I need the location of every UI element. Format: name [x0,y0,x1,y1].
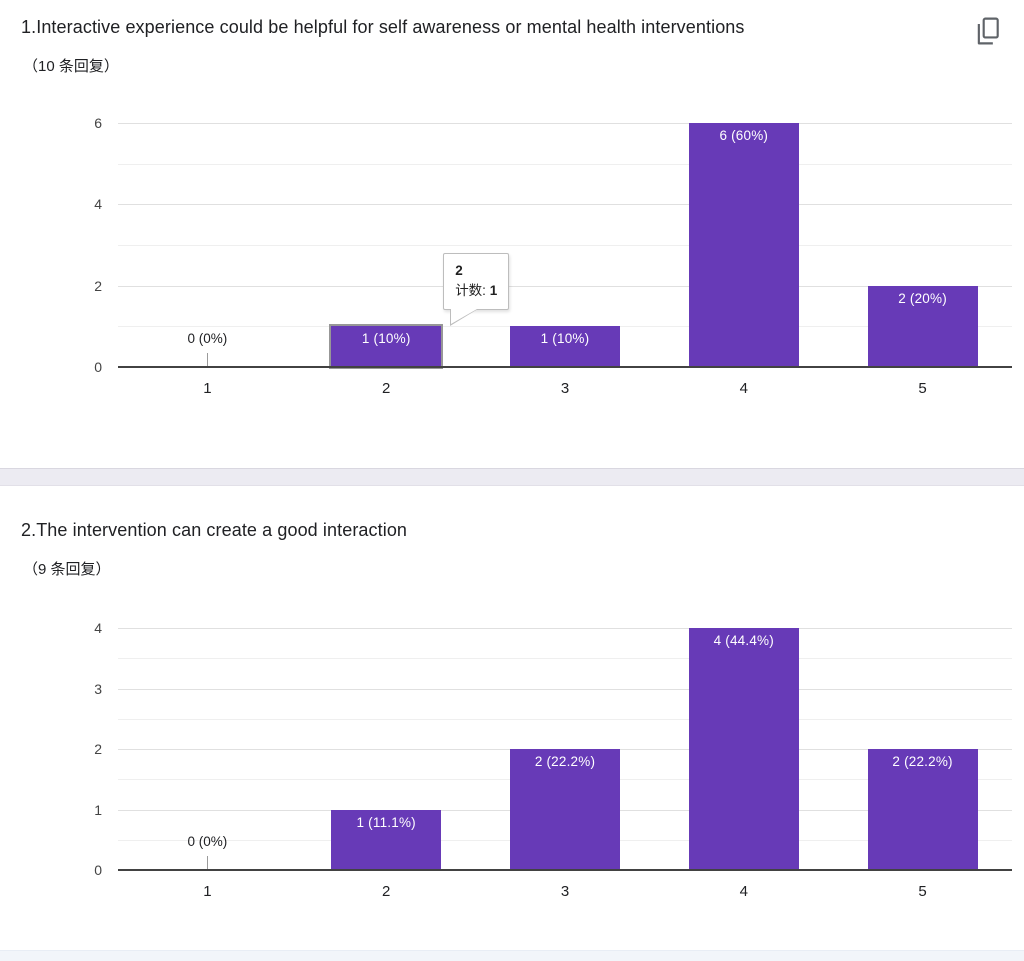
x-tick-label: 4 [739,883,748,900]
x-tick-label: 2 [382,883,391,900]
question-card-2: 2.The intervention can create a good int… [0,486,1024,950]
question-title: 2.The intervention can create a good int… [21,520,408,540]
major-gridline [118,204,1012,206]
zero-tick-stem [207,856,209,870]
zero-value-label: 0 (0%) [187,331,228,346]
bar-value-label: 2 (22.2%) [892,754,953,769]
bar-column-4: 4 (44.4%) [654,628,833,870]
copy-chart-button[interactable] [970,12,1006,50]
bar-category-3[interactable]: 2 (22.2%) [509,749,620,870]
bar-column-2: 1 (10%) 2 计数: 1 [297,123,510,367]
x-axis-baseline [118,366,1012,368]
zero-value-label: 0 (0%) [187,834,228,849]
plot-area: 0 (0%) 1 (11.1%) 2 (22.2%) 4 (44.4%) 2 (22.2… [118,628,1012,871]
y-tick-label: 1 [94,801,102,818]
zero-tick-stem [207,353,209,367]
bar-category-2[interactable]: 1 (10%) [331,326,442,367]
y-tick-label: 2 [94,741,102,757]
plot-area: 0 (0%) 1 (10%) 2 计数: 1 1 (10%) 6 (60%) 2 (20%) [118,123,1012,368]
bar-columns: 0 (0%) 1 (11.1%) 2 (22.2%) 4 (44.4%) 2 (22.2… [118,628,1012,870]
bar-value-label: 6 (60%) [719,128,769,143]
y-tick-label: 4 [94,196,102,213]
x-axis-labels: 1 2 3 4 5 [118,379,1012,399]
bar-chart-1: 0 (0%) 1 (10%) 2 计数: 1 1 (10%) 6 (60%) 2 (20%)… [0,0,1024,468]
bar-column-5: 2 (22.2%) [833,628,1012,870]
bar-column-5: 2 (20%) [833,123,1012,367]
x-axis-baseline [118,869,1012,871]
copy-icon [977,17,999,45]
bar-column-1: 0 (0%) [118,123,297,367]
x-tick-label: 4 [739,380,748,397]
question-title: 1.Interactive experience could be helpfu… [21,17,745,37]
tooltip-category: 2 [455,263,463,279]
y-tick-label: 3 [94,680,102,697]
bar-value-label: 1 (11.1%) [356,814,416,830]
x-tick-label: 1 [203,380,212,397]
bar-columns: 0 (0%) 1 (10%) 2 计数: 1 1 (10%) 6 (60%) 2 (20%) [118,123,1012,367]
x-tick-label: 5 [918,380,927,397]
tooltip-count: 计数: 1 [455,283,498,299]
bar-value-label: 2 (22.2%) [534,754,596,769]
bar-value-label: 1 (10%) [361,331,411,347]
bar-column-1: 0 (0%) [118,628,297,870]
y-tick-label: 0 [94,359,102,375]
x-tick-label: 3 [560,380,570,397]
major-gridline [118,285,1012,287]
bar-chart-2: 0 (0%) 1 (11.1%) 2 (22.2%) 4 (44.4%) 2 (22.2… [0,486,1024,950]
bar-value-label: 1 (10%) [540,331,590,347]
tooltip-count-value: 1 [489,283,498,299]
bar-category-5[interactable]: 2 (20%) [867,285,978,367]
chart-tooltip: 2 计数: 1 [443,253,510,327]
y-tick-label: 4 [94,620,102,636]
bar-column-3: 1 (10%) [476,123,655,367]
response-count: （10 条回复） [23,58,119,75]
bar-category-3[interactable]: 1 (10%) [509,326,620,367]
minor-gridline [118,163,1012,165]
bar-category-5[interactable]: 2 (22.2%) [867,749,978,870]
minor-gridline [118,658,1012,660]
major-gridline [118,123,1012,124]
major-gridline [118,688,1012,690]
bar-value-label: 2 (20%) [898,290,947,306]
minor-gridline [118,718,1012,720]
bar-category-4[interactable]: 4 (44.4%) [688,628,799,870]
y-tick-label: 6 [94,115,102,131]
question-card-1: 1.Interactive experience could be helpfu… [0,0,1024,468]
x-tick-label: 3 [560,883,570,900]
bar-value-label: 4 (44.4%) [713,633,774,648]
response-count: （9 条回复） [23,561,111,578]
major-gridline [118,628,1012,629]
x-axis-labels: 1 2 3 4 5 [118,882,1012,902]
x-tick-label: 1 [203,883,212,900]
bar-category-4[interactable]: 6 (60%) [688,123,799,367]
bar-column-3: 2 (22.2%) [476,628,655,870]
card-divider-bottom [0,950,1024,961]
card-divider [0,468,1024,486]
bar-column-4: 6 (60%) [654,123,833,367]
x-tick-label: 5 [918,883,927,900]
minor-gridline [118,245,1012,246]
bar-category-2[interactable]: 1 (11.1%) [331,809,442,870]
y-tick-label: 2 [94,277,102,294]
y-tick-label: 0 [94,862,102,878]
x-tick-label: 2 [382,380,391,397]
bar-column-2: 1 (11.1%) [297,628,476,870]
